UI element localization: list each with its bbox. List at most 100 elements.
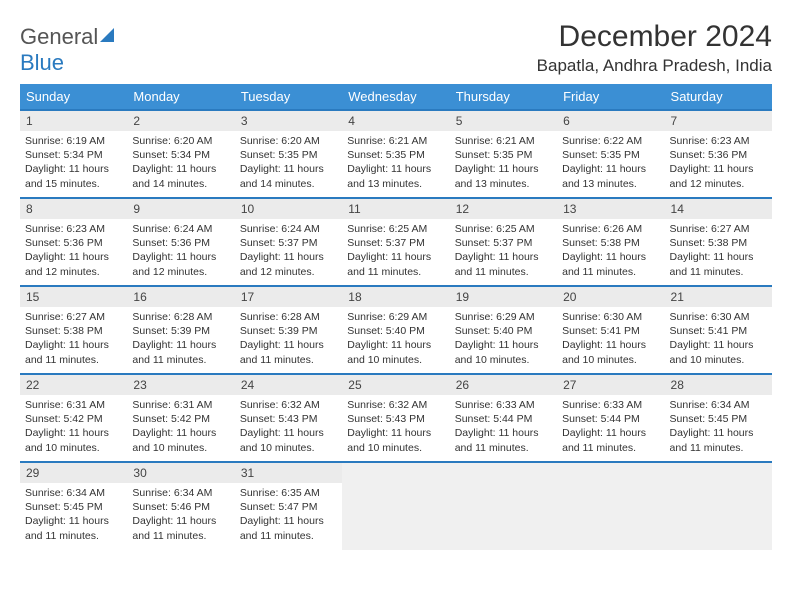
day-number: 13 [557,199,664,219]
calendar-day-cell: 31Sunrise: 6:35 AMSunset: 5:47 PMDayligh… [235,462,342,550]
weekday-header: Friday [557,84,664,110]
weekday-header: Thursday [450,84,557,110]
sunset-text: Sunset: 5:44 PM [562,412,659,426]
sunset-text: Sunset: 5:44 PM [455,412,552,426]
day-number: 8 [20,199,127,219]
sunrise-text: Sunrise: 6:20 AM [240,134,337,148]
sunset-text: Sunset: 5:37 PM [455,236,552,250]
daylight-text: Daylight: 11 hours and 10 minutes. [240,426,337,454]
sunset-text: Sunset: 5:39 PM [132,324,229,338]
day-number: 12 [450,199,557,219]
day-number: 24 [235,375,342,395]
weekday-header: Saturday [665,84,772,110]
day-details: Sunrise: 6:33 AMSunset: 5:44 PMDaylight:… [450,395,557,459]
daylight-text: Daylight: 11 hours and 11 minutes. [132,514,229,542]
day-number: 7 [665,111,772,131]
sunrise-text: Sunrise: 6:33 AM [562,398,659,412]
day-number: 10 [235,199,342,219]
day-details: Sunrise: 6:24 AMSunset: 5:37 PMDaylight:… [235,219,342,283]
day-details: Sunrise: 6:31 AMSunset: 5:42 PMDaylight:… [20,395,127,459]
sunset-text: Sunset: 5:43 PM [347,412,444,426]
daylight-text: Daylight: 11 hours and 10 minutes. [347,338,444,366]
calendar-week-row: 8Sunrise: 6:23 AMSunset: 5:36 PMDaylight… [20,198,772,286]
calendar-day-cell: 8Sunrise: 6:23 AMSunset: 5:36 PMDaylight… [20,198,127,286]
day-details: Sunrise: 6:27 AMSunset: 5:38 PMDaylight:… [665,219,772,283]
sunset-text: Sunset: 5:35 PM [347,148,444,162]
calendar-day-cell: 25Sunrise: 6:32 AMSunset: 5:43 PMDayligh… [342,374,449,462]
day-number: 5 [450,111,557,131]
calendar-day-cell: 21Sunrise: 6:30 AMSunset: 5:41 PMDayligh… [665,286,772,374]
sunset-text: Sunset: 5:36 PM [132,236,229,250]
day-number: 11 [342,199,449,219]
day-number: 22 [20,375,127,395]
day-details: Sunrise: 6:21 AMSunset: 5:35 PMDaylight:… [450,131,557,195]
sunset-text: Sunset: 5:35 PM [455,148,552,162]
sunrise-text: Sunrise: 6:29 AM [347,310,444,324]
day-number: 25 [342,375,449,395]
calendar-day-cell [342,462,449,550]
day-details: Sunrise: 6:27 AMSunset: 5:38 PMDaylight:… [20,307,127,371]
calendar-day-cell: 18Sunrise: 6:29 AMSunset: 5:40 PMDayligh… [342,286,449,374]
day-details: Sunrise: 6:25 AMSunset: 5:37 PMDaylight:… [342,219,449,283]
day-details: Sunrise: 6:30 AMSunset: 5:41 PMDaylight:… [665,307,772,371]
day-details: Sunrise: 6:33 AMSunset: 5:44 PMDaylight:… [557,395,664,459]
day-details: Sunrise: 6:29 AMSunset: 5:40 PMDaylight:… [450,307,557,371]
sunset-text: Sunset: 5:37 PM [347,236,444,250]
logo-sail-icon [100,28,118,49]
sunrise-text: Sunrise: 6:31 AM [25,398,122,412]
calendar-day-cell: 22Sunrise: 6:31 AMSunset: 5:42 PMDayligh… [20,374,127,462]
sunset-text: Sunset: 5:35 PM [240,148,337,162]
sunrise-text: Sunrise: 6:31 AM [132,398,229,412]
sunset-text: Sunset: 5:38 PM [25,324,122,338]
day-details: Sunrise: 6:22 AMSunset: 5:35 PMDaylight:… [557,131,664,195]
day-details: Sunrise: 6:24 AMSunset: 5:36 PMDaylight:… [127,219,234,283]
daylight-text: Daylight: 11 hours and 11 minutes. [132,338,229,366]
sunrise-text: Sunrise: 6:27 AM [670,222,767,236]
weekday-header: Monday [127,84,234,110]
day-number: 9 [127,199,234,219]
day-number: 30 [127,463,234,483]
daylight-text: Daylight: 11 hours and 14 minutes. [240,162,337,190]
sunset-text: Sunset: 5:36 PM [25,236,122,250]
day-number: 6 [557,111,664,131]
day-details: Sunrise: 6:34 AMSunset: 5:46 PMDaylight:… [127,483,234,547]
calendar-day-cell [450,462,557,550]
day-details: Sunrise: 6:19 AMSunset: 5:34 PMDaylight:… [20,131,127,195]
weekday-header: Tuesday [235,84,342,110]
day-details: Sunrise: 6:20 AMSunset: 5:35 PMDaylight:… [235,131,342,195]
weekday-header: Wednesday [342,84,449,110]
day-details: Sunrise: 6:34 AMSunset: 5:45 PMDaylight:… [20,483,127,547]
daylight-text: Daylight: 11 hours and 10 minutes. [132,426,229,454]
sunrise-text: Sunrise: 6:34 AM [670,398,767,412]
calendar-body: 1Sunrise: 6:19 AMSunset: 5:34 PMDaylight… [20,110,772,550]
daylight-text: Daylight: 11 hours and 12 minutes. [670,162,767,190]
sunrise-text: Sunrise: 6:33 AM [455,398,552,412]
location-text: Bapatla, Andhra Pradesh, India [537,56,772,76]
daylight-text: Daylight: 11 hours and 11 minutes. [455,250,552,278]
sunrise-text: Sunrise: 6:28 AM [240,310,337,324]
weekday-header: Sunday [20,84,127,110]
day-number: 23 [127,375,234,395]
day-number: 17 [235,287,342,307]
daylight-text: Daylight: 11 hours and 11 minutes. [25,338,122,366]
logo-part2: Blue [20,50,64,75]
day-number: 16 [127,287,234,307]
daylight-text: Daylight: 11 hours and 11 minutes. [562,250,659,278]
logo-text: General Blue [20,24,118,76]
sunset-text: Sunset: 5:36 PM [670,148,767,162]
calendar-day-cell: 14Sunrise: 6:27 AMSunset: 5:38 PMDayligh… [665,198,772,286]
calendar-day-cell: 4Sunrise: 6:21 AMSunset: 5:35 PMDaylight… [342,110,449,198]
day-number: 3 [235,111,342,131]
sunrise-text: Sunrise: 6:24 AM [132,222,229,236]
daylight-text: Daylight: 11 hours and 11 minutes. [562,426,659,454]
sunset-text: Sunset: 5:45 PM [25,500,122,514]
sunrise-text: Sunrise: 6:32 AM [240,398,337,412]
day-details: Sunrise: 6:30 AMSunset: 5:41 PMDaylight:… [557,307,664,371]
sunset-text: Sunset: 5:42 PM [25,412,122,426]
day-number: 29 [20,463,127,483]
sunrise-text: Sunrise: 6:25 AM [347,222,444,236]
sunrise-text: Sunrise: 6:23 AM [25,222,122,236]
daylight-text: Daylight: 11 hours and 13 minutes. [347,162,444,190]
sunrise-text: Sunrise: 6:19 AM [25,134,122,148]
calendar-day-cell: 12Sunrise: 6:25 AMSunset: 5:37 PMDayligh… [450,198,557,286]
